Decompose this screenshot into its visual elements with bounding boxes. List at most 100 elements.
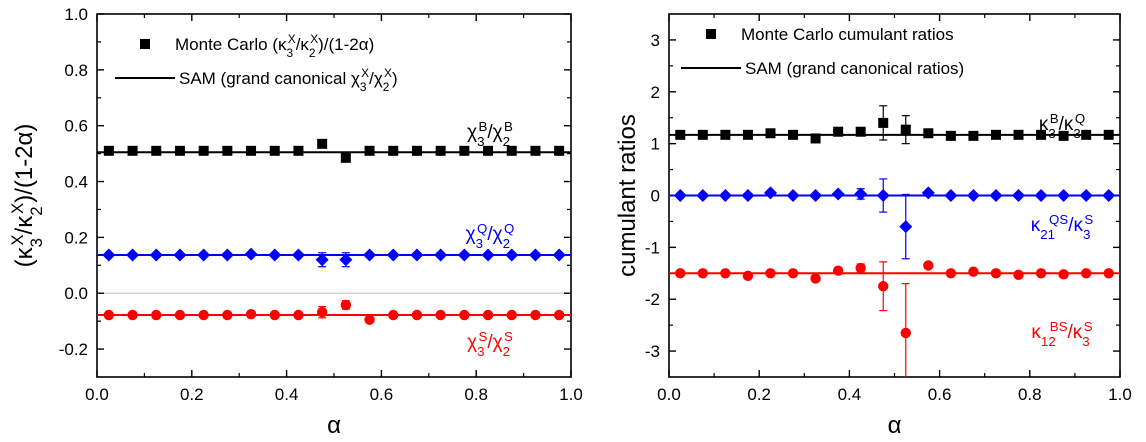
data-point: [1079, 189, 1093, 202]
text-run: χ: [467, 332, 477, 353]
x-tick-label: 0.4: [838, 385, 862, 404]
text-run: κ: [1031, 322, 1041, 343]
data-point: [1058, 269, 1069, 280]
data-point: [269, 309, 280, 321]
series-label: κ3B/κ3Q: [1039, 111, 1085, 141]
subscript: 3: [1083, 227, 1090, 242]
data-point: [765, 268, 776, 279]
y-tick-label: -1: [645, 238, 660, 257]
text-run: cumulant ratios: [614, 114, 641, 277]
y-tick-label: 0.0: [64, 284, 88, 303]
data-point: [855, 126, 866, 137]
data-point: [126, 248, 140, 262]
data-point: [876, 189, 890, 202]
data-point: [878, 281, 889, 292]
text-run: SAM (grand canonical ratios): [745, 59, 964, 78]
data-point: [923, 128, 934, 139]
data-point: [530, 309, 541, 321]
data-point: [1012, 189, 1026, 202]
data-point: [269, 145, 280, 156]
data-point: [317, 138, 328, 149]
data-point: [364, 314, 375, 325]
data-point: [1081, 129, 1092, 140]
text-run: χ: [467, 122, 477, 143]
data-point: [197, 248, 211, 262]
x-tick-label: 0.2: [747, 385, 771, 404]
superscript: Q: [1075, 111, 1085, 126]
data-point: [945, 130, 956, 141]
y-tick-label: -0.2: [59, 340, 88, 359]
x-tick-label: 0.8: [464, 385, 488, 404]
data-point: [720, 129, 731, 140]
series-baryon: χ3B/χ2B: [97, 119, 571, 163]
data-point: [718, 189, 732, 202]
data-point: [554, 145, 565, 156]
legend-entry-2: SAM (grand canonical χ3X/χ2X): [179, 66, 398, 94]
text-run: /χ: [487, 332, 502, 353]
data-point: [339, 253, 353, 267]
data-point: [388, 309, 399, 321]
data-point: [127, 145, 138, 156]
text-run: /χ: [487, 122, 502, 143]
data-point: [788, 129, 799, 140]
series-label: χ3B/χ2B: [467, 119, 513, 149]
superscript: BS: [1050, 319, 1068, 334]
data-point: [697, 129, 708, 140]
data-point: [483, 145, 494, 156]
data-point: [315, 253, 329, 267]
series-kappa3B-kappa3Q: κ3B/κ3Q: [669, 105, 1120, 145]
data-point: [878, 117, 889, 128]
superscript: S: [504, 329, 513, 344]
superscript: Q: [477, 221, 487, 236]
data-point: [530, 145, 541, 156]
data-point: [742, 129, 753, 140]
data-point: [316, 307, 328, 318]
data-point: [968, 266, 979, 277]
data-point: [245, 308, 257, 320]
data-point: [457, 248, 471, 262]
data-point: [786, 189, 800, 202]
data-point: [151, 145, 162, 156]
data-point: [552, 248, 566, 262]
superscript: B: [1050, 111, 1059, 126]
series-kappa12BS-kappa3S: κ12BS/κ3S: [669, 260, 1120, 377]
data-point: [763, 186, 777, 200]
series-strangeness: χ3S/χ2S: [97, 299, 571, 359]
superscript: B: [478, 119, 487, 134]
data-point: [675, 268, 686, 279]
y-tick-label: -3: [645, 342, 660, 361]
data-point: [151, 309, 162, 321]
subscript: 2: [503, 236, 510, 251]
data-point: [831, 187, 845, 201]
x-tick-label: 1.0: [559, 385, 583, 404]
data-point: [990, 268, 1002, 279]
text-run: /κ: [1059, 114, 1074, 135]
legend-entry-1: Monte Carlo (κ3X/κ2X)/(1-2α): [175, 32, 374, 60]
y-tick-label: 0.2: [64, 228, 88, 247]
data-point: [174, 145, 185, 156]
series-label: χ3Q/χ2Q: [466, 221, 515, 251]
data-point: [675, 129, 686, 140]
data-point: [696, 189, 710, 202]
y-tick-label: 2: [651, 83, 660, 102]
data-point: [222, 309, 233, 321]
data-point: [833, 126, 844, 137]
data-point: [945, 268, 957, 279]
data-point: [810, 133, 821, 144]
superscript: X: [384, 66, 392, 80]
data-point: [103, 309, 115, 321]
data-point: [127, 309, 138, 321]
data-point: [173, 248, 187, 262]
data-point: [388, 145, 399, 156]
text-run: Monte Carlo cumulant ratios: [741, 25, 954, 44]
subscript: 3: [477, 134, 484, 149]
legend-entry-2: SAM (grand canonical ratios): [745, 59, 964, 78]
x-tick-label: 0.0: [85, 385, 109, 404]
subscript: 2: [503, 134, 510, 149]
text-run: )/(1-2α): [318, 35, 374, 54]
legend-marker-square: [140, 39, 150, 49]
data-point: [697, 268, 709, 279]
text-run: /χ: [369, 69, 383, 88]
subscript: 2: [309, 46, 316, 60]
